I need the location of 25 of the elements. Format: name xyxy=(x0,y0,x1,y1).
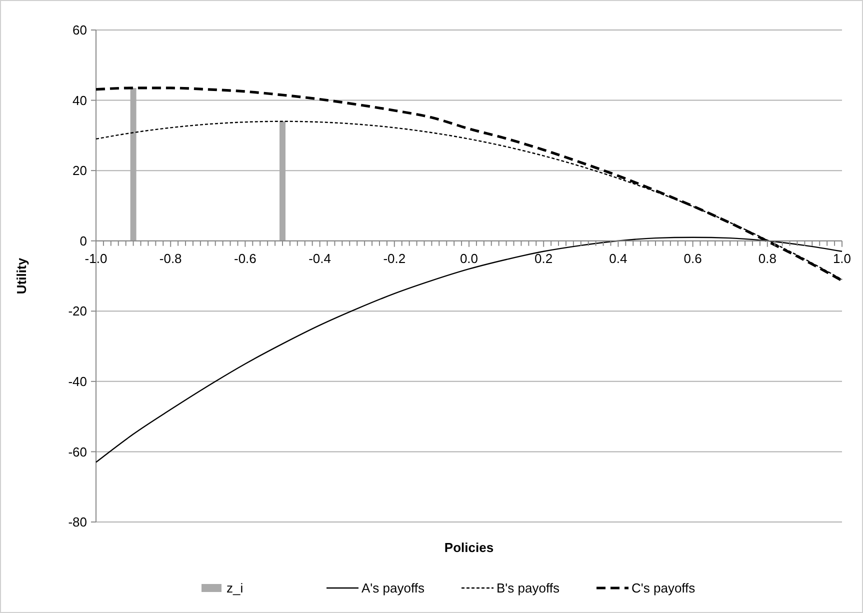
x-tick-label: 0.8 xyxy=(758,250,776,266)
x-tick-label: -0.4 xyxy=(308,250,332,266)
y-axis-title: Utility xyxy=(14,257,29,294)
y-tick-label: -60 xyxy=(68,444,87,460)
x-tick-label: -1.0 xyxy=(84,250,108,266)
y-tick-label: 20 xyxy=(72,163,87,178)
x-tick-label: 0.0 xyxy=(460,250,478,266)
x-tick-label: 0.4 xyxy=(609,250,628,266)
x-axis-title: Policies xyxy=(444,540,494,555)
legend-label: B's payoffs xyxy=(496,580,560,596)
y-tick-label: -20 xyxy=(68,304,87,319)
y-tick-label: -80 xyxy=(68,514,87,530)
y-tick-label: 60 xyxy=(72,22,87,38)
x-tick-label: 1.0 xyxy=(832,250,852,266)
y-tick-label: -40 xyxy=(68,374,87,389)
x-tick-label: 0.2 xyxy=(534,250,553,266)
legend-label: C's payoffs xyxy=(632,580,696,596)
y-tick-label: 0 xyxy=(80,233,87,248)
y-tick-label: 40 xyxy=(72,92,87,108)
x-tick-label: -0.8 xyxy=(159,250,182,266)
legend-label: z_i xyxy=(226,580,244,596)
legend-label: A's payoffs xyxy=(362,580,425,596)
x-tick-label: -0.6 xyxy=(234,250,256,266)
x-tick-label: 0.6 xyxy=(684,250,702,266)
x-tick-label: -0.2 xyxy=(383,250,406,266)
